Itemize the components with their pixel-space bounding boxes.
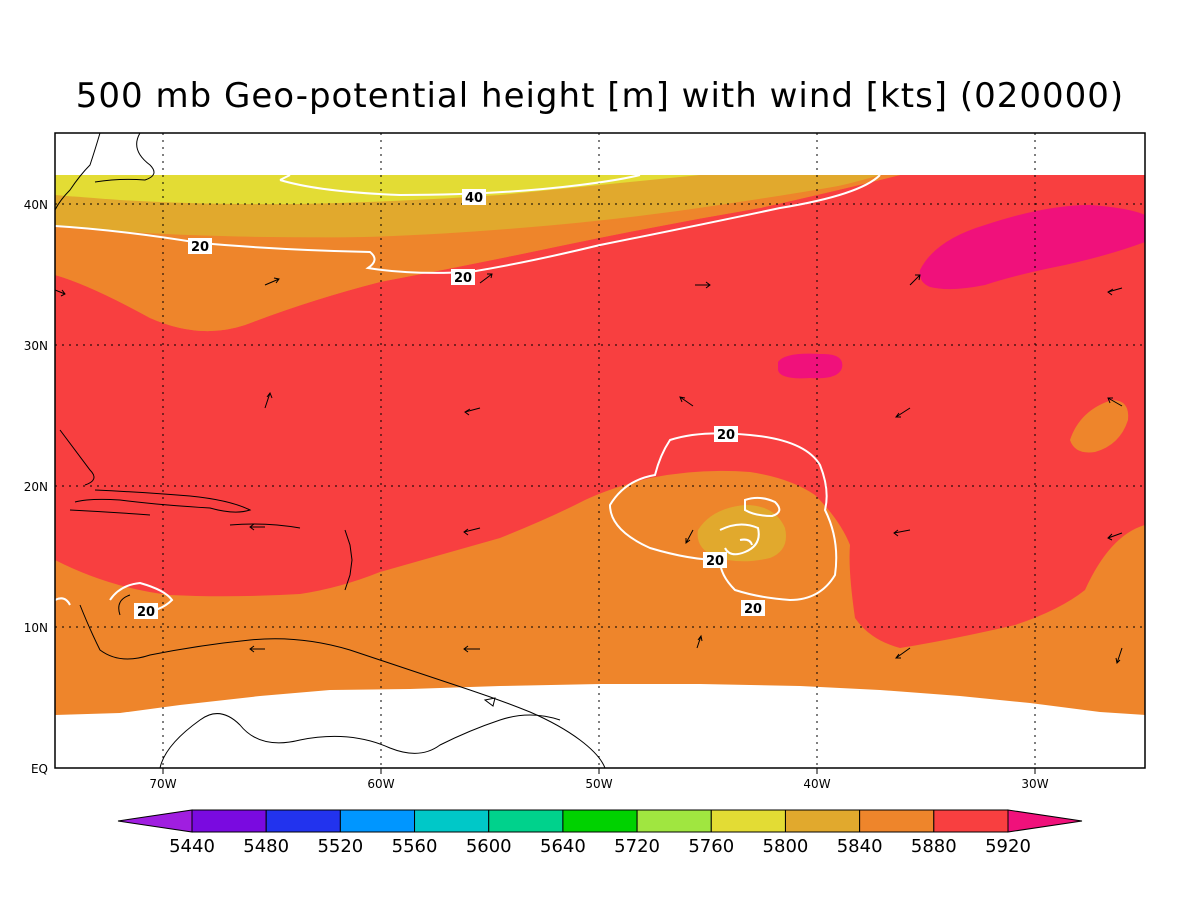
colorbar-label: 5760 — [688, 836, 734, 857]
y-tick-label: 10N — [24, 621, 48, 635]
y-tick-label: 40N — [24, 198, 48, 212]
missing-data-south — [55, 684, 1145, 768]
y-axis: EQ 10N 20N 30N 40N — [24, 198, 48, 776]
fill-5800-band — [55, 175, 700, 205]
wind-vectors — [55, 273, 1123, 665]
plot-frame — [54, 132, 1146, 769]
x-tick-label: 40W — [803, 777, 830, 791]
colorbar-label: 5600 — [466, 836, 512, 857]
isotach-label-20: 20 — [191, 240, 209, 255]
colorbar-swatch — [859, 809, 935, 833]
fill-5880-bubble — [1070, 400, 1129, 453]
grid-lines — [55, 133, 1145, 768]
x-tick-label: 60W — [367, 777, 394, 791]
colorbar-min-arrow — [117, 809, 193, 833]
isotach-label-20: 20 — [454, 271, 472, 286]
colorbar-label: 5720 — [614, 836, 660, 857]
colorbar-swatch — [784, 809, 861, 833]
colorbar-label: 5920 — [985, 836, 1031, 857]
fill-5880-wedge — [55, 175, 900, 332]
y-tick-label: 30N — [24, 339, 48, 353]
x-axis: 70W 60W 50W 40W 30W — [149, 768, 1049, 791]
colorbar-label: 5560 — [392, 836, 438, 857]
fill-5960-spot — [778, 353, 843, 379]
colorbar-swatch — [636, 809, 712, 833]
colorbar-swatch — [191, 809, 267, 833]
colorbar-label: 5800 — [763, 836, 809, 857]
colorbar: 5440 5480 5520 5560 5600 5640 5720 5760 5800 5840… — [117, 809, 1083, 857]
isotach-label-20: 20 — [706, 554, 724, 569]
height-fill-layer: 40 20 20 20 20 20 20 — [55, 133, 1145, 768]
isotach-20-core — [719, 523, 760, 556]
colorbar-label: 5440 — [169, 836, 215, 857]
isotach-label-20: 20 — [744, 602, 762, 617]
y-tick-label: 20N — [24, 480, 48, 494]
colorbar-swatch — [265, 809, 341, 833]
x-tick-label: 50W — [585, 777, 612, 791]
y-tick-label: EQ — [31, 762, 48, 776]
coastlines — [55, 133, 606, 768]
colorbar-swatch — [710, 809, 786, 833]
missing-data-north — [55, 133, 1145, 175]
colorbar-max-arrow — [1007, 809, 1083, 833]
isotach-20-central — [608, 432, 838, 602]
colorbar-swatch — [339, 809, 416, 833]
colorbar-label: 5520 — [317, 836, 363, 857]
colorbar-swatch — [562, 809, 638, 833]
isotach-20-inner — [744, 496, 781, 518]
colorbar-label: 5480 — [243, 836, 289, 857]
colorbar-label: 5840 — [837, 836, 883, 857]
colorbar-label: 5640 — [540, 836, 586, 857]
x-tick-label: 70W — [149, 777, 176, 791]
chart-title: 500 mb Geo-potential height [m] with win… — [75, 76, 1125, 116]
fill-5920-region — [55, 175, 1145, 648]
isotach-label-40: 40 — [465, 191, 483, 206]
colorbar-swatch — [488, 809, 564, 833]
colorbar-label: 5880 — [911, 836, 957, 857]
isotach-label-20: 20 — [717, 428, 735, 443]
x-tick-label: 30W — [1021, 777, 1048, 791]
colorbar-swatch — [414, 809, 490, 833]
isotach-labels: 40 20 20 20 20 20 20 — [134, 189, 765, 620]
isotach-label-20: 20 — [137, 605, 155, 620]
fill-5840-spot — [697, 505, 786, 562]
fill-5960-high — [919, 205, 1145, 290]
colorbar-swatch — [933, 809, 1009, 833]
